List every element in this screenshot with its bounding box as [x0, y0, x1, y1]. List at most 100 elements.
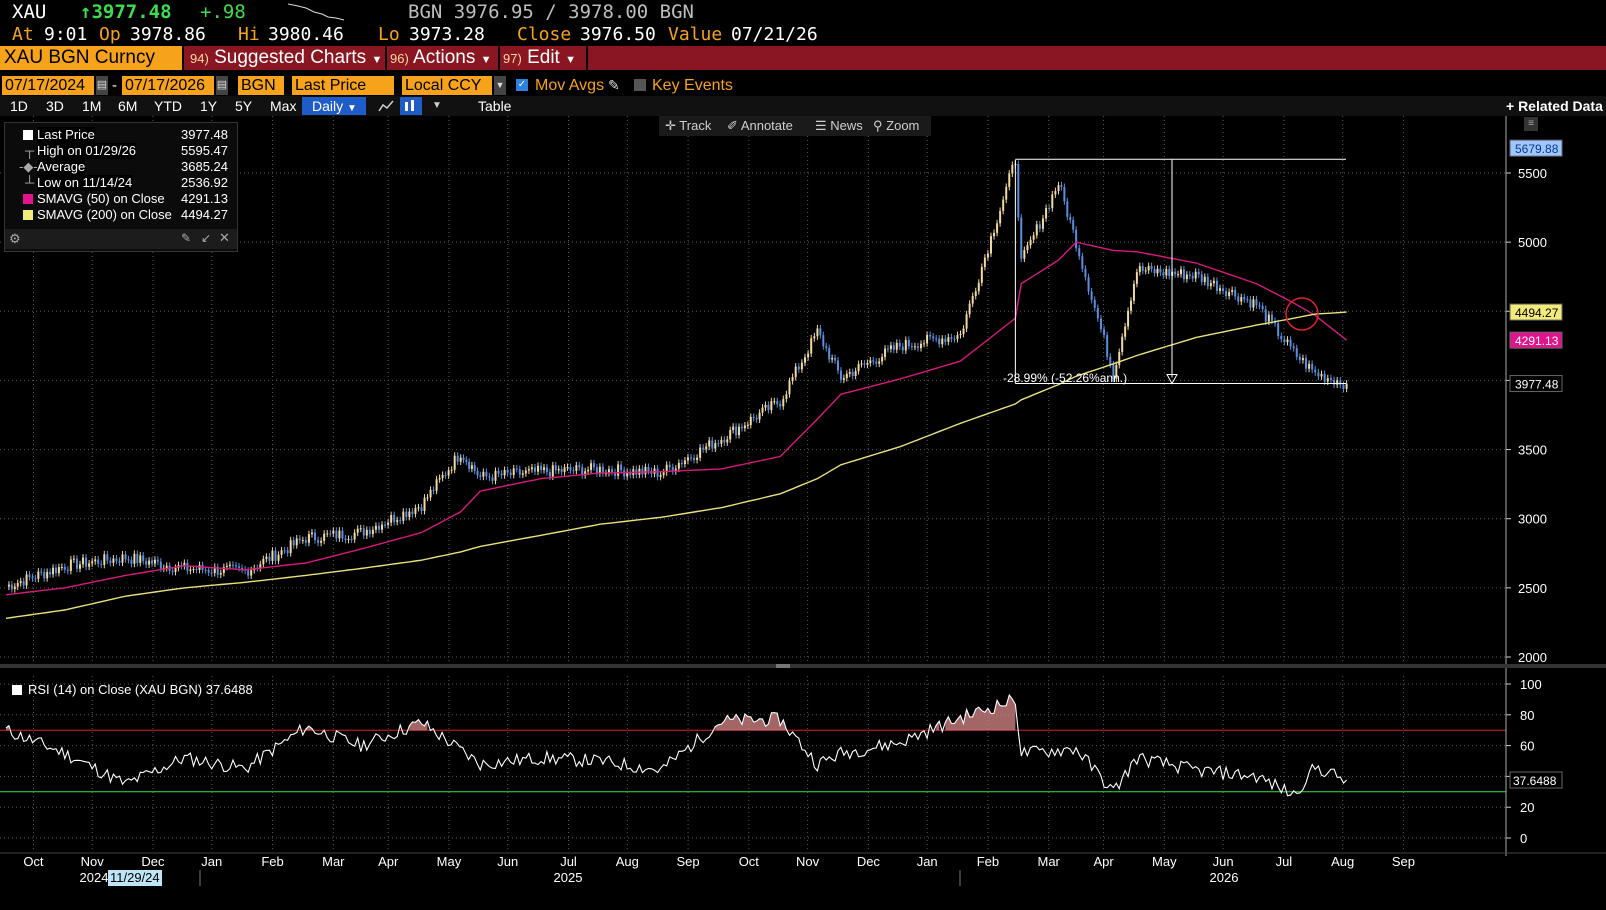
price-body — [189, 569, 192, 571]
price-body — [1246, 299, 1249, 301]
price-body — [770, 401, 773, 411]
end-date-field[interactable]: 07/17/2026 — [122, 76, 214, 95]
table-button[interactable]: Table — [478, 98, 512, 114]
x-tick-label: Feb — [977, 854, 999, 869]
bid-ask-line: BGN 3976.95 / 3978.00 BGN — [408, 1, 694, 23]
price-body — [1147, 266, 1150, 271]
crosshair-icon: ✛ — [665, 118, 676, 133]
actions-button[interactable]: 96) Actions ▼ — [390, 46, 492, 70]
x-tick-label: Jun — [497, 854, 518, 869]
news-button[interactable]: ☰ News — [815, 116, 863, 136]
price-body — [289, 540, 292, 554]
chevron-down-icon[interactable]: ▼ — [432, 100, 442, 111]
period-5y[interactable]: 5Y — [235, 98, 253, 114]
y-tick-label: 20 — [1520, 800, 1534, 815]
calendar-icon[interactable]: ▤ — [216, 76, 228, 95]
scroll-icon[interactable]: ≡ — [1524, 117, 1538, 131]
related-data-button[interactable]: + Related Data — [1506, 98, 1603, 114]
lo-value: 3973.28 — [409, 24, 485, 45]
collapse-icon[interactable]: ↙ — [201, 231, 212, 245]
price-body — [420, 507, 423, 512]
price-tag — [1509, 303, 1563, 321]
price-body — [310, 532, 313, 535]
price-body — [620, 464, 623, 471]
price-body — [482, 471, 485, 477]
legend-toolbar: ⚙ ✎ ↙ ✕ — [5, 229, 237, 249]
price-body — [738, 426, 741, 436]
gear-icon[interactable]: ⚙ — [9, 231, 21, 246]
x-tick-label: Nov — [81, 854, 105, 869]
price-body — [518, 469, 521, 475]
price-body — [222, 566, 225, 574]
price-body — [91, 561, 94, 564]
x-tick-label: Oct — [739, 854, 760, 869]
period-6m[interactable]: 6M — [118, 98, 138, 114]
field-select[interactable]: Last Price — [292, 76, 394, 95]
price-body — [1041, 218, 1044, 229]
ticker: XAU — [12, 1, 47, 23]
chevron-down-icon[interactable]: ▼ — [494, 76, 506, 95]
price-body — [268, 556, 271, 561]
price-body — [566, 466, 569, 468]
bar-chart-icon[interactable] — [400, 97, 422, 115]
period-3d[interactable]: 3D — [46, 98, 64, 114]
period-max[interactable]: Max — [270, 98, 297, 114]
period-1y[interactable]: 1Y — [200, 98, 218, 114]
price-chart[interactable]: Oct Nov Dec Jan Feb Mar Apr May Jun Jul Aug Sep Oct N… — [0, 116, 1606, 910]
price-body — [776, 401, 779, 405]
price-body — [1215, 280, 1218, 291]
pencil-icon[interactable]: ✎ — [608, 77, 620, 93]
x-tick-label: Jul — [560, 854, 577, 869]
period-1d[interactable]: 1D — [10, 98, 28, 114]
mov-avgs-label[interactable]: Mov Avgs — [535, 77, 605, 94]
key-events-checkbox[interactable] — [634, 79, 646, 91]
period-1m[interactable]: 1M — [82, 98, 102, 114]
mov-avgs-checkbox[interactable]: ✓ — [516, 79, 528, 91]
line-chart-icon[interactable] — [378, 99, 394, 113]
date-separator: - — [112, 77, 117, 94]
frequency-select[interactable]: Daily ▼ — [302, 97, 366, 115]
key-events-label[interactable]: Key Events — [652, 77, 733, 94]
annotate-button[interactable]: ✐ Annotate — [727, 116, 793, 136]
source-field[interactable]: BGN — [238, 76, 284, 95]
period-ytd[interactable]: YTD — [154, 98, 182, 114]
price-body — [848, 372, 851, 374]
price-body — [153, 559, 156, 564]
security-field[interactable]: XAU BGN Curncy — [0, 46, 182, 70]
price-body — [875, 361, 878, 364]
price-body — [767, 404, 770, 411]
price-body — [1032, 235, 1035, 240]
price-body — [904, 339, 907, 351]
price-body — [1017, 164, 1020, 218]
legend-label: Last Price — [37, 127, 95, 143]
price-body — [447, 470, 450, 476]
edit-button[interactable]: 97) Edit ▼ — [503, 46, 576, 70]
price-body — [97, 559, 100, 564]
price-body — [85, 557, 88, 567]
price-body — [1258, 305, 1261, 307]
legend-swatch — [23, 130, 33, 140]
calendar-icon[interactable]: ▤ — [96, 76, 108, 95]
price-body — [1261, 305, 1264, 310]
price-body — [595, 467, 598, 474]
start-date-field[interactable]: 07/17/2024 — [2, 76, 94, 95]
x-tick-label: Jan — [917, 854, 938, 869]
price-body — [174, 567, 177, 572]
zoom-button[interactable]: ⚲ Zoom — [873, 116, 919, 136]
price-body — [1264, 309, 1267, 322]
price-body — [1081, 256, 1084, 269]
price-body — [1115, 364, 1118, 379]
pin-icon[interactable]: ✎ — [181, 231, 192, 245]
suggested-charts-button[interactable]: 94) Suggested Charts ▼ — [190, 46, 382, 70]
price-body — [743, 425, 746, 429]
price-body — [234, 565, 237, 567]
value-date: 07/21/26 — [731, 24, 818, 45]
price-body — [720, 439, 723, 444]
track-button[interactable]: ✛ Track — [665, 116, 711, 136]
at-time: 9:01 — [44, 24, 88, 45]
close-icon[interactable]: ✕ — [219, 230, 230, 245]
price-body — [524, 470, 527, 474]
price-body — [617, 464, 620, 476]
high-marker-icon: ┬ — [25, 143, 35, 158]
currency-select[interactable]: Local CCY — [402, 76, 492, 95]
